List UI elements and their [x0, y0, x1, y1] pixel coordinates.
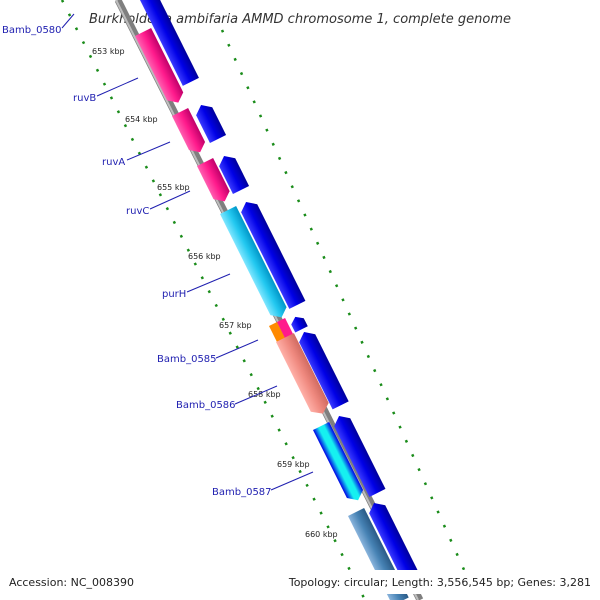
gene-labels: Bamb_0580 ruvB ruvA ruvC purH Bamb_0585 … — [2, 25, 272, 498]
gene-label-Bamb_0585[interactable]: Bamb_0585 — [157, 354, 217, 365]
kbp-label: 658 kbp — [248, 390, 281, 399]
feature-ruvB[interactable] — [135, 27, 186, 107]
kbp-label: 657 kbp — [219, 321, 252, 330]
feature-Bamb_0585[interactable] — [269, 321, 286, 343]
feature-ruvA[interactable] — [172, 107, 208, 156]
gc-track-inner — [60, 0, 367, 600]
gene-label-Bamb_0586[interactable]: Bamb_0586 — [176, 400, 236, 411]
feature-fwd-8[interactable] — [366, 499, 418, 579]
feature-fwd-7[interactable] — [331, 412, 386, 497]
footer-background — [0, 570, 600, 594]
gene-label-ruvA[interactable]: ruvA — [102, 157, 125, 168]
feature-Bamb_0586[interactable] — [276, 333, 332, 418]
kbp-scale: 653 kbp 654 kbp 655 kbp 656 kbp 657 kbp … — [92, 47, 338, 539]
feature-fwd-6[interactable] — [296, 328, 349, 410]
kbp-label: 654 kbp — [125, 115, 158, 124]
kbp-label: 660 kbp — [305, 530, 338, 539]
gene-label-Bamb_0580[interactable]: Bamb_0580 — [2, 25, 62, 36]
feature-fwd-4[interactable] — [238, 198, 306, 309]
gene-label-purH[interactable]: purH — [162, 289, 186, 300]
feature-Bamb_0587[interactable] — [313, 421, 366, 504]
gc-track-outer — [220, 29, 467, 573]
kbp-label: 653 kbp — [92, 47, 125, 56]
gene-label-Bamb_0587[interactable]: Bamb_0587 — [212, 487, 272, 498]
kbp-label: 659 kbp — [277, 460, 310, 469]
kbp-label: 655 kbp — [157, 183, 190, 192]
feature-ruvC[interactable] — [197, 157, 233, 205]
map-title: Burkholderia ambifaria AMMD chromosome 1… — [89, 12, 511, 27]
feature-fwd-5[interactable] — [289, 314, 308, 333]
feature-fwd-2[interactable] — [193, 101, 227, 144]
topology-summary: Topology: circular; Length: 3,556,545 bp… — [288, 576, 591, 589]
gene-leader-lines — [61, 13, 314, 491]
gene-features — [135, 0, 418, 600]
gene-label-ruvB[interactable]: ruvB — [73, 93, 96, 104]
feature-fwd-1[interactable] — [140, 0, 199, 86]
feature-purH[interactable] — [220, 205, 290, 321]
feature-fwd-3[interactable] — [216, 152, 250, 195]
kbp-label: 656 kbp — [188, 252, 221, 261]
gene-label-ruvC[interactable]: ruvC — [126, 206, 149, 217]
accession-label: Accession: NC_008390 — [9, 576, 134, 589]
feature-Bamb_0585b[interactable] — [277, 317, 294, 339]
